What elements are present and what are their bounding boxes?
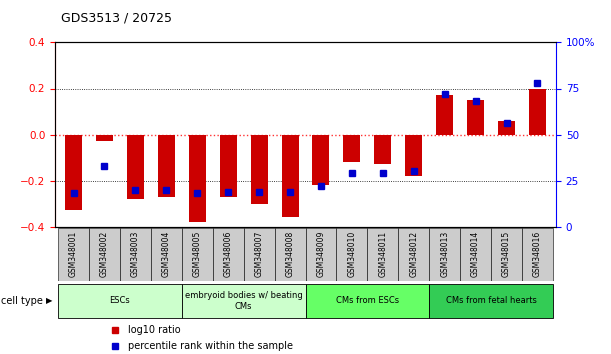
Text: GSM348011: GSM348011 xyxy=(378,231,387,277)
FancyBboxPatch shape xyxy=(367,228,398,281)
FancyBboxPatch shape xyxy=(182,228,213,281)
Bar xyxy=(529,88,546,135)
Bar xyxy=(189,135,206,222)
Bar xyxy=(498,121,515,135)
Text: GSM348013: GSM348013 xyxy=(440,231,449,277)
FancyBboxPatch shape xyxy=(182,284,306,318)
FancyBboxPatch shape xyxy=(398,228,429,281)
Text: GSM348015: GSM348015 xyxy=(502,231,511,277)
Bar xyxy=(405,135,422,176)
Bar xyxy=(312,135,329,185)
FancyBboxPatch shape xyxy=(274,228,306,281)
Text: GSM348016: GSM348016 xyxy=(533,231,542,277)
Text: GSM348008: GSM348008 xyxy=(285,231,295,277)
Bar xyxy=(375,135,391,164)
FancyBboxPatch shape xyxy=(120,228,151,281)
Bar xyxy=(282,135,299,217)
Text: GSM348004: GSM348004 xyxy=(162,231,171,278)
Text: ▶: ▶ xyxy=(46,296,53,306)
FancyBboxPatch shape xyxy=(89,228,120,281)
Text: GDS3513 / 20725: GDS3513 / 20725 xyxy=(61,12,172,25)
FancyBboxPatch shape xyxy=(337,228,367,281)
Text: GSM348002: GSM348002 xyxy=(100,231,109,277)
Bar xyxy=(467,100,484,135)
Text: CMs from ESCs: CMs from ESCs xyxy=(336,296,399,306)
Bar xyxy=(127,135,144,199)
Text: GSM348005: GSM348005 xyxy=(192,231,202,278)
FancyBboxPatch shape xyxy=(244,228,274,281)
FancyBboxPatch shape xyxy=(58,284,182,318)
FancyBboxPatch shape xyxy=(58,228,89,281)
Text: GSM348001: GSM348001 xyxy=(69,231,78,277)
Text: ESCs: ESCs xyxy=(109,296,130,306)
Bar xyxy=(96,135,113,141)
Bar xyxy=(158,135,175,197)
Text: GSM348009: GSM348009 xyxy=(316,231,326,278)
Text: embryoid bodies w/ beating
CMs: embryoid bodies w/ beating CMs xyxy=(185,291,302,310)
FancyBboxPatch shape xyxy=(306,228,337,281)
Text: GSM348010: GSM348010 xyxy=(348,231,356,277)
Text: GSM348006: GSM348006 xyxy=(224,231,233,278)
FancyBboxPatch shape xyxy=(213,228,244,281)
FancyBboxPatch shape xyxy=(429,284,553,318)
Bar xyxy=(65,135,82,210)
FancyBboxPatch shape xyxy=(429,228,460,281)
FancyBboxPatch shape xyxy=(306,284,429,318)
Bar xyxy=(220,135,236,197)
FancyBboxPatch shape xyxy=(491,228,522,281)
Bar xyxy=(343,135,360,162)
Bar xyxy=(436,96,453,135)
FancyBboxPatch shape xyxy=(151,228,182,281)
Text: GSM348003: GSM348003 xyxy=(131,231,140,278)
Text: GSM348012: GSM348012 xyxy=(409,231,419,277)
Text: cell type: cell type xyxy=(1,296,43,306)
Text: log10 ratio: log10 ratio xyxy=(128,325,180,335)
FancyBboxPatch shape xyxy=(460,228,491,281)
Text: percentile rank within the sample: percentile rank within the sample xyxy=(128,341,293,351)
Text: CMs from fetal hearts: CMs from fetal hearts xyxy=(445,296,536,306)
FancyBboxPatch shape xyxy=(522,228,553,281)
Text: GSM348014: GSM348014 xyxy=(471,231,480,277)
Bar xyxy=(251,135,268,204)
Text: GSM348007: GSM348007 xyxy=(255,231,263,278)
